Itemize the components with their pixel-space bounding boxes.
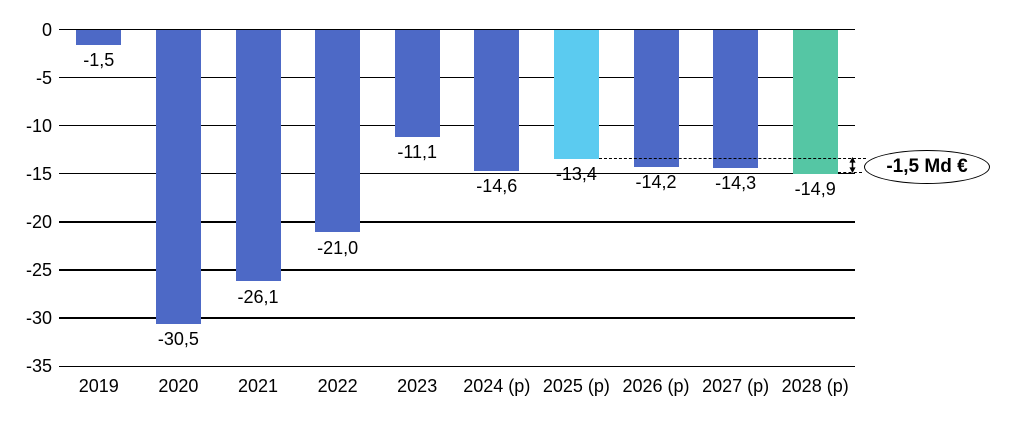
gridline: [59, 125, 855, 127]
x-axis-category-label: 2023: [397, 376, 438, 396]
x-axis-category-label: 2021: [237, 376, 279, 396]
gridline: [59, 365, 855, 367]
x-axis-category-label: 2027 (p): [702, 376, 770, 396]
bar-2023: [394, 30, 440, 137]
bar-value-label: -26,1: [237, 286, 279, 307]
gridline: [59, 28, 855, 31]
bar-value-label: -14,6: [476, 175, 518, 196]
annotation-dashed-line-upper: [598, 157, 866, 159]
bar-2022: [315, 30, 361, 233]
y-axis-tick-label: -25: [25, 260, 52, 280]
bar-2019: [76, 30, 122, 45]
bar-value-label: -21,0: [317, 237, 359, 258]
gridline: [59, 173, 855, 175]
gridline: [59, 269, 855, 271]
bar-value-label: -30,5: [157, 328, 199, 349]
bar-value-label: -14,3: [715, 173, 757, 194]
bar-2027p: [713, 30, 759, 168]
bar-2020: [155, 30, 201, 324]
difference-double-arrow-icon: [849, 157, 856, 174]
y-axis-tick-label: -35: [25, 356, 52, 377]
y-axis-tick-label: -30: [25, 308, 52, 329]
y-axis-tick-label: -5: [35, 67, 52, 88]
x-axis-category-label: 2025 (p): [542, 376, 610, 396]
bar-2025p: [553, 30, 599, 160]
bar-value-label: -14,9: [794, 178, 836, 199]
bar-value-label: -1,5: [83, 49, 115, 70]
bar-2026p: [633, 30, 679, 167]
y-axis-tick-label: -10: [25, 115, 52, 136]
bar-value-label: -13,4: [555, 164, 597, 185]
x-axis-category-label: 2019: [78, 376, 119, 396]
bar-value-label: -11,1: [397, 142, 438, 163]
y-axis-tick-label: -20: [25, 211, 52, 232]
bar-2024p: [474, 30, 520, 171]
x-axis-category-label: 2024 (p): [463, 376, 531, 396]
bar-2021: [235, 30, 281, 282]
x-axis-category-label: 2026 (p): [622, 376, 690, 396]
annotation-dashed-line-lower: [837, 172, 862, 174]
bar-value-label: -14,2: [635, 172, 677, 193]
y-axis-tick-label: -15: [25, 163, 52, 184]
bar-2028p: [792, 30, 838, 174]
x-axis-category-label: 2020: [158, 376, 199, 396]
y-axis-tick-label: 0: [41, 19, 52, 40]
x-axis-category-label: 2022: [317, 376, 358, 396]
gridline: [59, 76, 855, 79]
gridline: [59, 317, 855, 319]
gridline: [59, 221, 855, 223]
annotation-label: -1,5 Md €: [886, 156, 968, 177]
x-axis-category-label: 2028 (p): [781, 376, 849, 396]
annotation-callout: -1,5 Md €: [864, 150, 990, 184]
